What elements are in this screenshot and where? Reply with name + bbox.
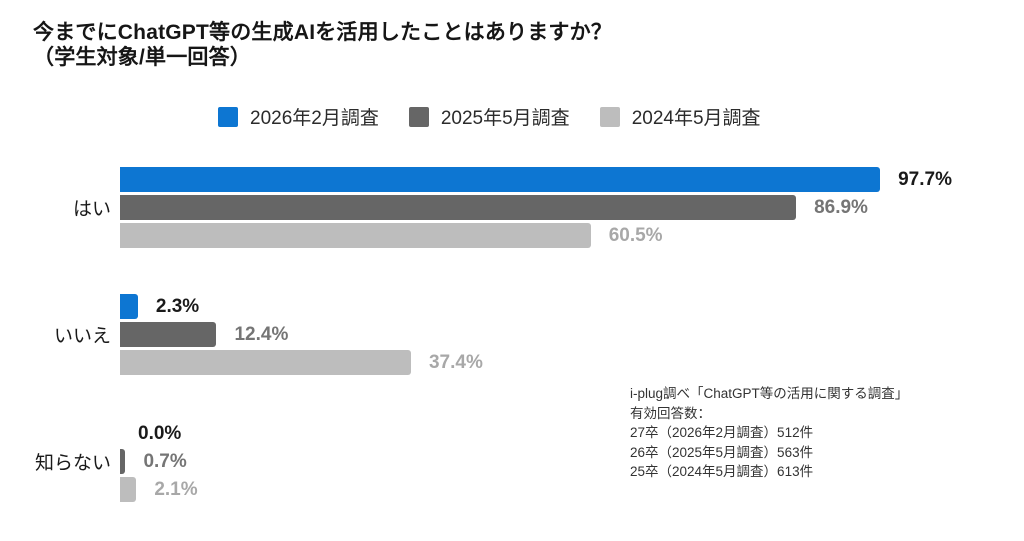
bar bbox=[120, 167, 881, 192]
legend-swatch bbox=[218, 106, 238, 127]
legend-swatch bbox=[599, 106, 620, 127]
legend-label: 2024年5月調査 bbox=[631, 108, 761, 129]
source-note-line: 有効回答数： bbox=[630, 405, 711, 421]
bar-row: 37.4% bbox=[120, 350, 1024, 375]
source-note-line: i-plug調べ「ChatGPT等の活用に関する調査」 bbox=[630, 386, 909, 401]
category-label: いいえ bbox=[53, 326, 111, 347]
value-label: 37.4% bbox=[428, 351, 483, 373]
bar bbox=[120, 477, 137, 502]
value-label: 0.0% bbox=[138, 422, 182, 444]
bar-group: はい 97.7% 86.9% 60.5% bbox=[0, 167, 1024, 248]
bar-row: 0.0% bbox=[120, 421, 1024, 446]
value-label: 0.7% bbox=[143, 450, 187, 472]
bar-group: 知らない 0.0% 0.7% 2.1% bbox=[0, 421, 1024, 502]
bar-row: 86.9% bbox=[120, 195, 1024, 220]
value-label: 2.1% bbox=[154, 478, 198, 500]
legend-swatch bbox=[408, 106, 429, 127]
bar-row: 0.7% bbox=[120, 449, 1024, 474]
bar-row: 12.4% bbox=[120, 322, 1024, 347]
chart-title-line2: （学生対象/単一回答） bbox=[33, 46, 252, 69]
value-label: 86.9% bbox=[814, 196, 868, 218]
value-label: 12.4% bbox=[234, 323, 289, 345]
bar-row: 2.1% bbox=[120, 477, 1024, 502]
bar-row: 97.7% bbox=[120, 167, 1024, 192]
bar bbox=[120, 322, 217, 347]
bar-row: 60.5% bbox=[120, 223, 1024, 248]
bar bbox=[120, 294, 138, 319]
bar-chart: はい 97.7% 86.9% 60.5% いいえ 2.3% 12.4% 37.4% 知らない 0.… bbox=[0, 167, 1024, 502]
bar bbox=[120, 350, 411, 375]
source-note: i-plug調べ「ChatGPT等の活用に関する調査」 有効回答数： 27卒（202… bbox=[630, 384, 908, 482]
bar-rows: 2.3% 12.4% 37.4% bbox=[120, 294, 1024, 375]
bar bbox=[120, 195, 797, 220]
value-label: 97.7% bbox=[898, 168, 952, 190]
legend-item: 2024年5月調査 bbox=[599, 103, 761, 130]
legend-item: 2026年2月調査 bbox=[218, 103, 379, 130]
bar-rows: 97.7% 86.9% 60.5% bbox=[120, 167, 1024, 248]
bar-group: いいえ 2.3% 12.4% 37.4% bbox=[0, 294, 1024, 375]
legend-label: 2025年5月調査 bbox=[440, 108, 570, 129]
value-label: 2.3% bbox=[155, 295, 200, 317]
source-note-line: 26卒（2025年5月調査）563件 bbox=[630, 444, 814, 460]
bar bbox=[120, 449, 126, 474]
source-note-line: 27卒（2026年2月調査）512件 bbox=[630, 425, 814, 440]
legend: 2026年2月調査 2025年5月調査 2024年5月調査 bbox=[218, 103, 761, 130]
bar-rows: 0.0% 0.7% 2.1% bbox=[120, 421, 1024, 502]
legend-item: 2025年5月調査 bbox=[408, 103, 570, 130]
legend-label: 2026年2月調査 bbox=[250, 108, 379, 129]
category-label: 知らない bbox=[34, 453, 111, 474]
value-label: 60.5% bbox=[608, 224, 663, 246]
source-note-line: 25卒（2024年5月調査）613件 bbox=[630, 464, 814, 479]
bar bbox=[120, 223, 591, 248]
chart-title-line1: 今までにChatGPT等の生成AIを活用したことはありますか？ bbox=[33, 21, 613, 44]
bar-row: 2.3% bbox=[120, 294, 1024, 319]
category-label: はい bbox=[72, 199, 111, 220]
chart-title: 今までにChatGPT等の生成AIを活用したことはありますか？ （学生対象/単一… bbox=[33, 20, 612, 70]
